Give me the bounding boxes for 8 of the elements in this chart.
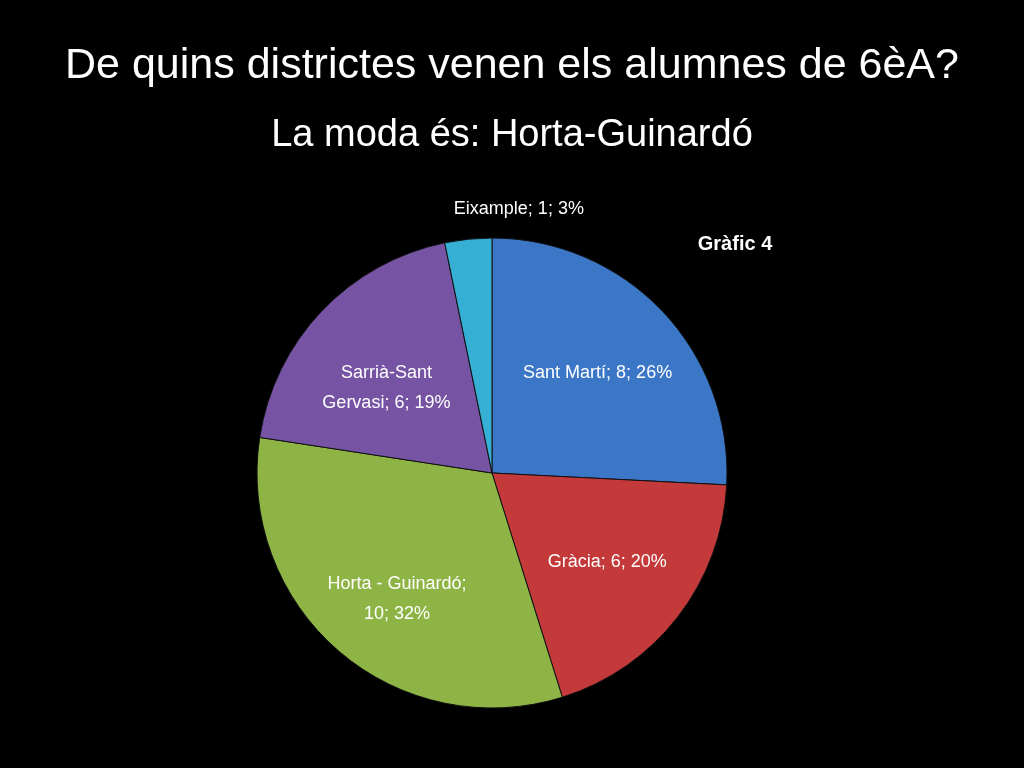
- text: Gràfic 4: [697, 232, 774, 254]
- slice-label: Eixample; 1; 3%: [453, 197, 584, 218]
- chart-title: De quins districtes venen els alumnes de 6èA?: [65, 39, 959, 87]
- chart-subtitle: La moda és: Horta-Guinardó: [271, 112, 753, 154]
- slice-label: Horta - Guinardó; 10; 32%: [327, 572, 467, 623]
- slice-label: Sarrià-Sant Gervasi; 6; 19%: [322, 361, 451, 412]
- slice-label: Gràcia; 6; 20%: [547, 551, 667, 572]
- slice-label: Sant Martí; 8; 26%: [523, 361, 673, 382]
